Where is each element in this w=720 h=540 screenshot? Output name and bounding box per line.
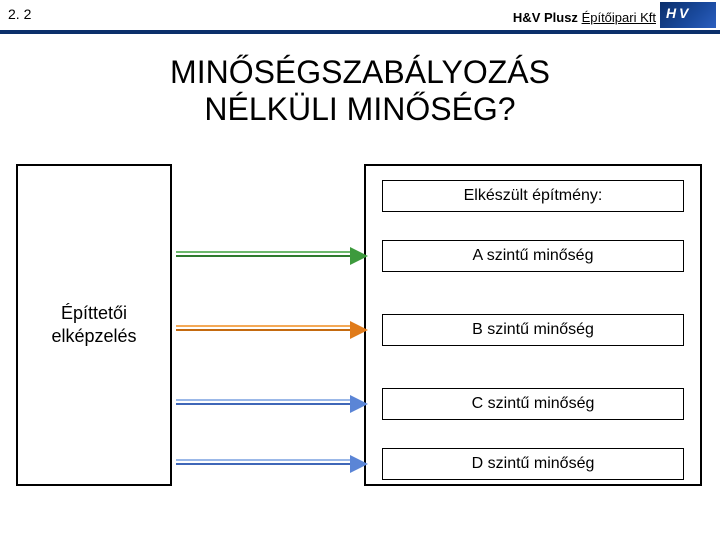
left-label: Építtetői elképzelés <box>51 302 136 349</box>
arrow-head-icon <box>350 395 368 413</box>
company-name: H&V Plusz Építőipari Kft <box>513 10 656 25</box>
page-number: 2. 2 <box>8 6 31 22</box>
arrow-shaft-top <box>176 399 350 401</box>
arrow-0 <box>176 254 366 256</box>
arrow-shaft-bot <box>176 255 350 257</box>
logo: H V <box>660 2 716 28</box>
arrow-2 <box>176 402 366 404</box>
logo-text: H V <box>666 5 688 21</box>
level-b: B szintű minőség <box>382 314 684 346</box>
arrow-shaft-top <box>176 459 350 461</box>
result-header: Elkészült építmény: <box>382 180 684 212</box>
header: 2. 2 H&V Plusz Építőipari Kft H V <box>0 0 720 34</box>
arrow-shaft-bot <box>176 403 350 405</box>
page-title: MINŐSÉGSZABÁLYOZÁS NÉLKÜLI MINŐSÉG? <box>0 54 720 128</box>
arrow-shaft-top <box>176 325 350 327</box>
company-bold: H&V Plusz <box>513 10 578 25</box>
arrow-shaft-bot <box>176 463 350 465</box>
arrow-head-icon <box>350 455 368 473</box>
level-a: A szintű minőség <box>382 240 684 272</box>
left-box: Építtetői elképzelés <box>16 164 172 486</box>
arrow-head-icon <box>350 247 368 265</box>
company-rest: Építőipari Kft <box>582 10 656 25</box>
title-line2: NÉLKÜLI MINŐSÉG? <box>204 91 515 127</box>
left-label-l2: elképzelés <box>51 326 136 346</box>
header-rule <box>0 30 720 34</box>
level-d: D szintű minőség <box>382 448 684 480</box>
arrow-shaft-top <box>176 251 350 253</box>
left-label-l1: Építtetői <box>61 303 127 323</box>
arrow-3 <box>176 462 366 464</box>
arrow-shaft-bot <box>176 329 350 331</box>
level-c: C szintű minőség <box>382 388 684 420</box>
arrow-1 <box>176 328 366 330</box>
arrow-head-icon <box>350 321 368 339</box>
right-container: Elkészült építmény: A szintű minőség B s… <box>364 164 702 486</box>
title-line1: MINŐSÉGSZABÁLYOZÁS <box>170 54 550 90</box>
